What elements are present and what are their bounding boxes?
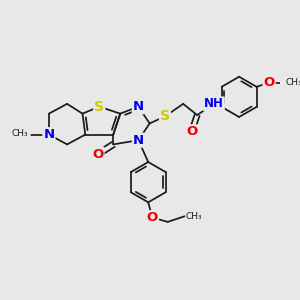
Text: O: O: [186, 125, 197, 138]
Text: S: S: [94, 100, 104, 114]
Text: N: N: [133, 100, 144, 113]
Text: NH: NH: [204, 98, 224, 110]
Text: N: N: [133, 134, 144, 147]
Text: N: N: [18, 128, 29, 141]
Text: O: O: [92, 148, 104, 161]
Text: O: O: [263, 76, 275, 89]
Text: N: N: [44, 128, 55, 141]
Text: CH₃: CH₃: [285, 78, 300, 87]
Text: O: O: [147, 211, 158, 224]
Text: S: S: [160, 110, 170, 123]
Text: CH₃: CH₃: [186, 212, 202, 221]
Text: CH₃: CH₃: [11, 129, 28, 138]
